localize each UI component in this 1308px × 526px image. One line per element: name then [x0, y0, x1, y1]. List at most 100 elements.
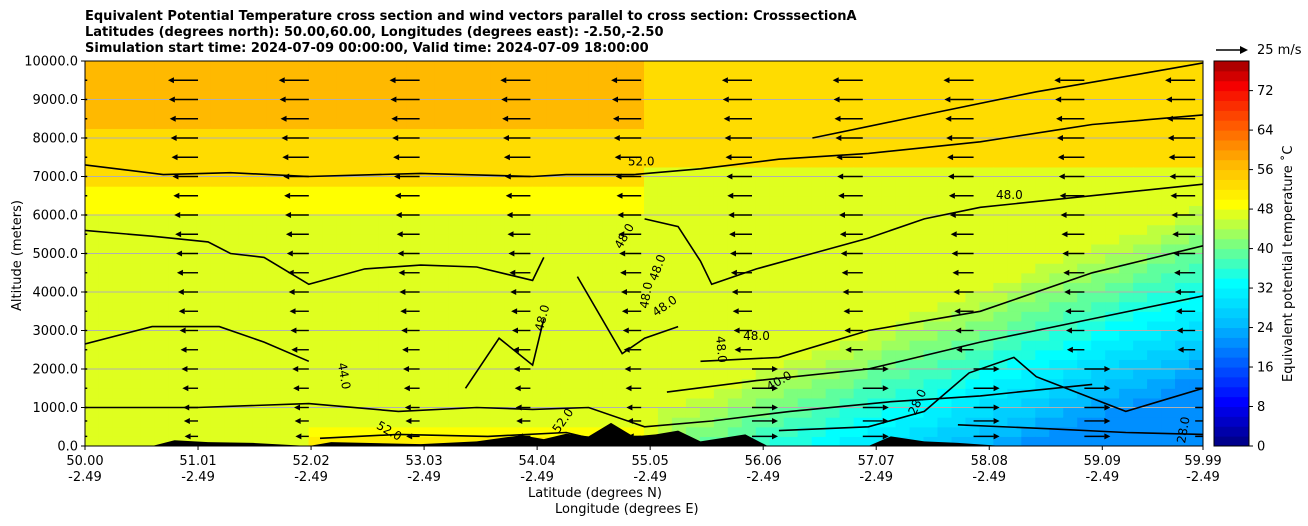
field-cell — [1035, 186, 1050, 197]
field-cell — [532, 176, 547, 187]
field-cell — [951, 407, 967, 418]
field-cell — [1091, 378, 1106, 389]
field-cell — [85, 157, 100, 168]
field-cell — [616, 224, 631, 235]
field-cell — [755, 301, 771, 312]
wind-vector — [726, 173, 752, 180]
wind-vector — [627, 417, 642, 424]
field-cell — [909, 311, 925, 322]
wind-vector — [1060, 212, 1085, 218]
field-cell — [238, 320, 254, 332]
colorbar-segment — [1214, 61, 1249, 72]
field-cell — [993, 397, 1008, 409]
field-cell — [322, 369, 338, 380]
field-cell — [462, 186, 477, 197]
field-cell — [574, 138, 589, 149]
field-cell — [392, 243, 408, 255]
wind-vector — [955, 327, 974, 334]
field-cell — [951, 234, 967, 245]
field-cell — [965, 263, 980, 274]
field-cell — [126, 243, 142, 255]
field-cell — [532, 147, 547, 158]
field-cell — [769, 176, 785, 187]
field-cell — [685, 109, 701, 120]
field-cell — [630, 99, 645, 110]
field-cell — [937, 234, 953, 245]
field-cell — [476, 292, 491, 303]
wind-vector — [294, 404, 309, 411]
wind-vector — [1055, 96, 1085, 103]
field-cell — [937, 128, 953, 139]
field-cell — [993, 292, 1008, 303]
field-cell — [1021, 282, 1036, 293]
field-cell — [755, 263, 771, 274]
field-cell — [1007, 407, 1022, 418]
field-cell — [448, 349, 463, 360]
field-cell — [546, 80, 561, 91]
field-cell — [1021, 157, 1036, 168]
x-tick-label-lon: -2.49 — [520, 470, 554, 485]
field-cell — [1063, 349, 1078, 360]
field-cell — [1035, 263, 1050, 274]
field-cell — [1007, 272, 1022, 283]
field-cell — [350, 89, 366, 101]
field-cell — [1147, 61, 1162, 72]
field-cell — [699, 176, 715, 187]
field-cell — [280, 215, 296, 226]
field-cell — [630, 176, 645, 187]
field-cell — [406, 320, 421, 332]
field-cell — [448, 118, 463, 129]
field-cell — [923, 369, 939, 380]
field-cell — [1147, 109, 1162, 120]
field-cell — [1133, 61, 1148, 72]
wind-vector — [1195, 387, 1203, 389]
field-cell — [378, 61, 394, 72]
field-cell — [210, 234, 226, 245]
field-cell — [1021, 118, 1036, 129]
field-cell — [98, 157, 114, 168]
field-cell — [923, 243, 939, 255]
field-cell — [1091, 407, 1106, 418]
field-cell — [979, 205, 994, 216]
field-cell — [560, 369, 575, 380]
field-cell — [574, 166, 589, 178]
field-cell — [783, 224, 799, 235]
field-cell — [602, 89, 617, 101]
field-cell — [923, 388, 939, 399]
field-cell — [280, 417, 296, 428]
wind-vector — [286, 250, 309, 257]
field-cell — [336, 138, 352, 149]
field-cell — [476, 89, 491, 101]
wind-vector — [1065, 327, 1085, 334]
field-cell — [112, 359, 128, 370]
colorbar-label: Equivalent potential temperature ˚C — [1281, 145, 1296, 382]
field-cell — [574, 215, 589, 226]
field-cell — [839, 166, 855, 178]
field-cell — [1189, 70, 1203, 81]
wind-vector — [1056, 135, 1085, 141]
field-cell — [85, 147, 100, 158]
field-cell — [783, 128, 799, 139]
field-cell — [322, 436, 338, 446]
field-cell — [420, 243, 435, 255]
field-cell — [1147, 147, 1162, 158]
field-cell — [951, 359, 967, 370]
field-cell — [266, 301, 282, 312]
field-cell — [140, 292, 156, 303]
field-cell — [308, 157, 324, 168]
field-cell — [532, 292, 547, 303]
wind-vector — [1084, 385, 1111, 392]
field-cell — [238, 272, 254, 283]
field-cell — [504, 128, 519, 139]
field-cell — [532, 138, 547, 149]
field-cell — [839, 176, 855, 187]
field-cell — [867, 320, 883, 332]
field-cell — [1007, 176, 1022, 187]
field-cell — [224, 253, 240, 264]
field-cell — [154, 282, 170, 293]
field-cell — [98, 378, 114, 389]
field-cell — [979, 243, 994, 255]
field-cell — [1007, 128, 1022, 139]
contour-label: 48.0 — [713, 335, 729, 363]
field-cell — [937, 243, 953, 255]
